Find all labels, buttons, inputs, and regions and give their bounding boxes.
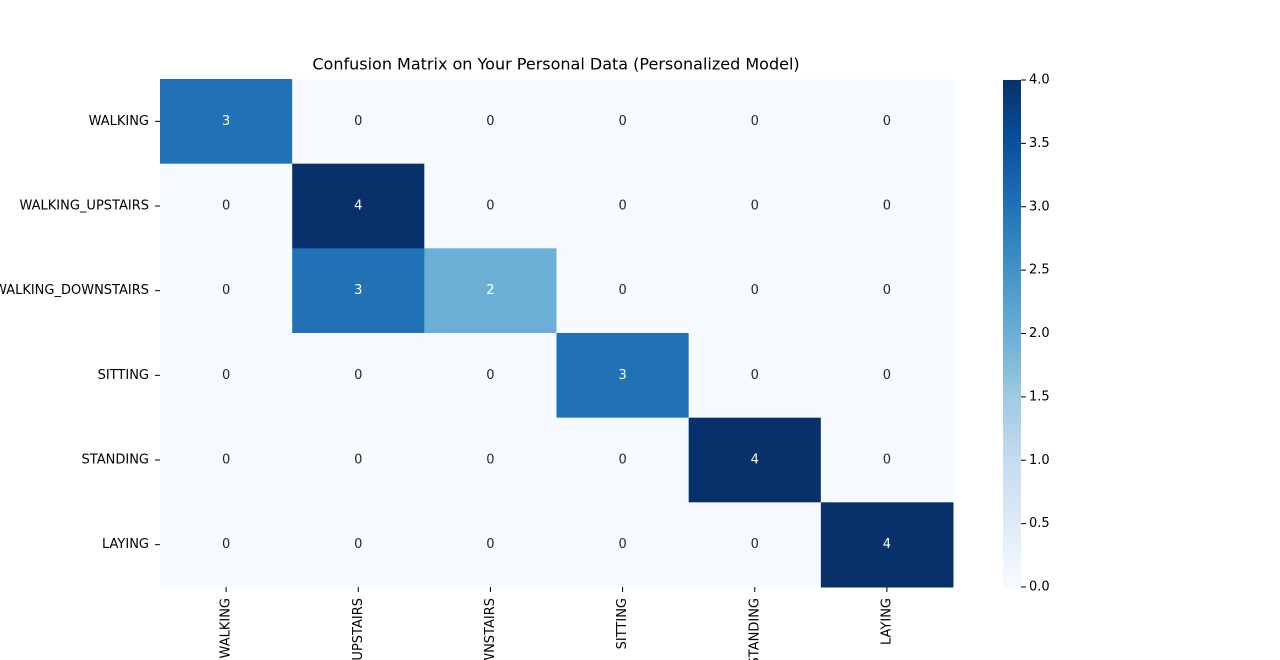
- cell: [424, 502, 557, 588]
- cell-label: 0: [883, 453, 891, 468]
- cell: [820, 502, 954, 588]
- colorbar: [1003, 80, 1021, 587]
- y-tick-label: SITTING: [98, 368, 149, 383]
- cell-label: 0: [486, 368, 494, 383]
- cell-label: 0: [618, 199, 626, 214]
- cell: [820, 79, 954, 165]
- cell: [556, 502, 690, 588]
- cell-label: 0: [883, 199, 891, 214]
- cell: [424, 163, 557, 249]
- cell-label: 0: [222, 199, 230, 214]
- cell: [160, 333, 293, 419]
- cell: [556, 163, 690, 249]
- cell: [292, 79, 425, 165]
- cell-label: 0: [883, 114, 891, 129]
- cell-label: 0: [222, 537, 230, 552]
- cell: [556, 417, 690, 503]
- cell: [556, 248, 690, 334]
- cell-label: 2: [486, 283, 494, 298]
- cell-label: 3: [618, 368, 626, 383]
- cell: [688, 417, 822, 503]
- colorbar-tick-label: 0.5: [1029, 516, 1050, 531]
- cell-label: 0: [354, 537, 362, 552]
- x-tick-label: LAYING: [879, 598, 894, 645]
- cell-label: 4: [883, 537, 891, 552]
- cell: [292, 417, 425, 503]
- cell: [820, 163, 954, 249]
- cell-label: 0: [354, 453, 362, 468]
- cell: [688, 163, 822, 249]
- y-tick-label: STANDING: [82, 453, 149, 468]
- cell-label: 0: [751, 537, 759, 552]
- x-tick-label: SITTING: [615, 598, 630, 649]
- cell: [556, 79, 690, 165]
- cell-label: 0: [486, 199, 494, 214]
- cell-label: 0: [751, 199, 759, 214]
- cell-label: 0: [222, 368, 230, 383]
- cell-label: 3: [354, 283, 362, 298]
- cell: [688, 79, 822, 165]
- cell-label: 0: [486, 114, 494, 129]
- x-tick-label: STANDING: [747, 598, 762, 660]
- cell: [820, 417, 954, 503]
- cell-label: 0: [618, 283, 626, 298]
- colorbar-tick-label: 2.0: [1029, 326, 1050, 341]
- colorbar-tick-label: 0.0: [1029, 580, 1050, 595]
- cell-label: 0: [618, 537, 626, 552]
- cell: [424, 79, 557, 165]
- cell-label: 0: [354, 368, 362, 383]
- cell-label: 0: [751, 114, 759, 129]
- cell: [688, 333, 822, 419]
- cell-label: 0: [618, 114, 626, 129]
- cell: [160, 79, 293, 165]
- cell: [688, 248, 822, 334]
- cell: [424, 333, 557, 419]
- x-tick-label: WALKING_UPSTAIRS: [351, 598, 366, 660]
- cell-label: 0: [486, 453, 494, 468]
- y-tick-label: WALKING_UPSTAIRS: [20, 199, 150, 214]
- cell: [160, 417, 293, 503]
- cell: [556, 333, 690, 419]
- cell-label: 4: [354, 199, 362, 214]
- colorbar-tick-label: 3.5: [1029, 136, 1050, 151]
- y-tick-label: LAYING: [102, 537, 149, 552]
- cell: [688, 502, 822, 588]
- chart-title: Confusion Matrix on Your Personal Data (…: [312, 55, 799, 74]
- cell-label: 0: [222, 283, 230, 298]
- y-tick-label: WALKING: [89, 114, 149, 129]
- y-tick-label: WALKING_DOWNSTAIRS: [0, 283, 149, 298]
- cell-label: 0: [883, 368, 891, 383]
- cell-label: 3: [222, 114, 230, 129]
- cell-label: 0: [222, 453, 230, 468]
- cell: [820, 248, 954, 334]
- colorbar-tick-label: 1.0: [1029, 453, 1050, 468]
- cell: [424, 417, 557, 503]
- x-tick-label: WALKING_DOWNSTAIRS: [483, 598, 498, 660]
- cell-label: 0: [618, 453, 626, 468]
- colorbar-tick-label: 4.0: [1029, 73, 1050, 88]
- colorbar-tick-label: 2.5: [1029, 263, 1050, 278]
- x-tick-label: WALKING: [219, 598, 234, 658]
- cell-label: 4: [751, 453, 759, 468]
- cell: [160, 248, 293, 334]
- cell: [160, 163, 293, 249]
- cell-label: 0: [354, 114, 362, 129]
- cell: [292, 333, 425, 419]
- cell: [292, 163, 425, 249]
- cell: [292, 248, 425, 334]
- cell: [820, 333, 954, 419]
- cell-label: 0: [486, 537, 494, 552]
- cell: [292, 502, 425, 588]
- cell-label: 0: [883, 283, 891, 298]
- cell: [160, 502, 293, 588]
- colorbar-tick-label: 1.5: [1029, 389, 1050, 404]
- cell-label: 0: [751, 368, 759, 383]
- cell: [424, 248, 557, 334]
- cell-label: 0: [751, 283, 759, 298]
- colorbar-tick-label: 3.0: [1029, 199, 1050, 214]
